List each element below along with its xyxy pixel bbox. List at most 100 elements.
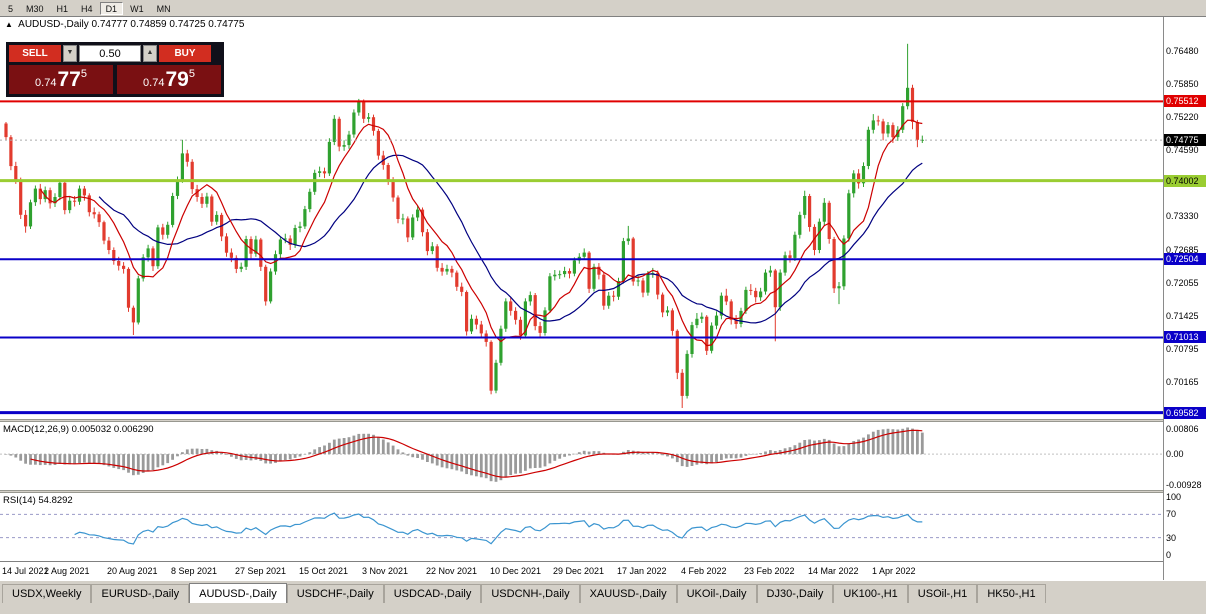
one-click-trading-panel: SELL ▼ ▲ BUY 0.74 77 5 0.74 79 5 — [6, 42, 224, 97]
date-label: 14 Jul 2021 — [2, 566, 49, 576]
date-label: 23 Feb 2022 — [744, 566, 795, 576]
date-axis[interactable]: 14 Jul 2021 2 Aug 2021 20 Aug 2021 8 Sep 20… — [0, 561, 1163, 581]
timeframe-button-m30[interactable]: M30 — [26, 3, 44, 14]
chart-symbol-title: AUDUSD-,Daily — [18, 19, 89, 30]
volume-input[interactable] — [79, 45, 141, 62]
rsi-axis-label: 30 — [1166, 533, 1177, 543]
date-label: 27 Sep 2021 — [235, 566, 287, 576]
buy-price-big: 79 — [165, 68, 189, 91]
rsi-chart-svg — [0, 512, 1163, 545]
date-label: 22 Nov 2021 — [426, 566, 478, 576]
rsi-line — [74, 512, 923, 545]
date-label: 15 Oct 2021 — [299, 566, 349, 576]
pane-separator[interactable] — [0, 490, 1206, 493]
price-axis-label: 0.72685 — [1166, 245, 1199, 255]
volume-decrease-button[interactable]: ▼ — [63, 45, 77, 62]
candles-group — [4, 43, 924, 408]
price-axis-label: 0.71425 — [1166, 311, 1199, 321]
level-price-label: 0.75512 — [1164, 95, 1206, 107]
chart-icon: ▲ — [5, 20, 13, 29]
price-axis-label: 0.70795 — [1166, 344, 1199, 354]
date-label: 4 Feb 2022 — [681, 566, 727, 576]
sell-price-big: 77 — [57, 68, 81, 91]
chart-tab-usdcad--daily[interactable]: USDCAD-,Daily — [383, 584, 482, 603]
chart-tab-usoil--h1[interactable]: USOil-,H1 — [907, 584, 978, 603]
price-axis-label: 0.73330 — [1166, 211, 1199, 221]
date-label: 1 Apr 2022 — [872, 566, 916, 576]
timeframe-button-h1[interactable]: H1 — [56, 3, 69, 14]
timeframe-toolbar: 5 M30 H1 H4 D1 W1 MN — [0, 0, 1206, 16]
macd-axis-label: 0.00806 — [1166, 424, 1199, 434]
sell-button[interactable]: SELL — [9, 45, 61, 62]
chart-tab-bar: USDX,Weekly EURUSD-,Daily AUDUSD-,Daily USD… — [0, 580, 1206, 614]
macd-label: MACD(12,26,9) 0.005032 0.006290 — [3, 424, 154, 435]
macd-axis-label: 0.00 — [1166, 449, 1184, 459]
date-label: 8 Sep 2021 — [171, 566, 218, 576]
date-label: 20 Aug 2021 — [107, 566, 158, 576]
timeframe-button-h4[interactable]: H4 — [81, 3, 93, 14]
chart-tab-usdchf--daily[interactable]: USDCHF-,Daily — [286, 584, 384, 603]
rsi-axis-label: 100 — [1166, 492, 1182, 502]
sell-price-display[interactable]: 0.74 77 5 — [9, 65, 113, 94]
date-label: 17 Jan 2022 — [617, 566, 667, 576]
ma-fast-line — [39, 119, 923, 347]
macd-chart-svg — [0, 427, 1163, 482]
timeframe-button-5[interactable]: 5 — [8, 3, 14, 14]
macd-axis-label: -0.00928 — [1166, 480, 1202, 490]
level-price-label: 0.71013 — [1164, 331, 1206, 343]
chart-tabs: USDX,Weekly EURUSD-,Daily AUDUSD-,Daily USD… — [2, 583, 1046, 603]
price-chart-svg — [0, 43, 1163, 415]
chart-ohlc-values: 0.74777 0.74859 0.74725 0.74775 — [91, 19, 245, 30]
sell-price-pip: 5 — [80, 68, 87, 80]
date-label: 2 Aug 2021 — [44, 566, 90, 576]
current-price-label: 0.74775 — [1164, 134, 1206, 146]
macd-histogram — [4, 427, 924, 482]
date-label: 29 Dec 2021 — [553, 566, 605, 576]
chart-tab-eurusd--daily[interactable]: EURUSD-,Daily — [91, 584, 190, 603]
price-pane[interactable]: ▲ AUDUSD-,Daily 0.74777 0.74859 0.74725 … — [0, 17, 1163, 419]
timeframe-button-mn[interactable]: MN — [156, 3, 171, 14]
trade-controls-row: SELL ▼ ▲ BUY — [9, 45, 221, 62]
buy-price-display[interactable]: 0.74 79 5 — [117, 65, 221, 94]
rsi-pane[interactable]: RSI(14) 54.8292 — [0, 493, 1163, 561]
chart-tab-uk100--h1[interactable]: UK100-,H1 — [833, 584, 908, 603]
sell-price-prefix: 0.74 — [35, 77, 57, 89]
trade-prices-row: 0.74 77 5 0.74 79 5 — [9, 65, 221, 94]
date-label: 14 Mar 2022 — [808, 566, 859, 576]
timeframe-button-d1[interactable]: D1 — [99, 1, 124, 15]
level-price-label: 0.74002 — [1164, 175, 1206, 187]
date-label: 3 Nov 2021 — [362, 566, 409, 576]
date-label: 10 Dec 2021 — [490, 566, 542, 576]
chart-tab-usdx-weekly[interactable]: USDX,Weekly — [2, 584, 92, 603]
buy-price-prefix: 0.74 — [143, 77, 165, 89]
level-price-label: 0.69582 — [1164, 407, 1206, 419]
price-axis[interactable]: 0.76480 0.75850 0.75220 0.74590 0.73330 0.726… — [1163, 17, 1206, 581]
chart-tab-dj30--daily[interactable]: DJ30-,Daily — [756, 584, 834, 603]
chart-header: ▲ AUDUSD-,Daily 0.74777 0.74859 0.74725 … — [5, 19, 244, 30]
price-axis-label: 0.70165 — [1166, 377, 1199, 387]
chart-tab-usdcnh--daily[interactable]: USDCNH-,Daily — [481, 584, 580, 603]
pane-separator[interactable] — [0, 419, 1206, 422]
chart-tab-xauusd--daily[interactable]: XAUUSD-,Daily — [579, 584, 677, 603]
price-axis-label: 0.72055 — [1166, 278, 1199, 288]
macd-signal-line — [30, 429, 923, 478]
chart-window[interactable]: ▲ AUDUSD-,Daily 0.74777 0.74859 0.74725 … — [0, 16, 1206, 581]
level-price-label: 0.72504 — [1164, 253, 1206, 265]
price-axis-label: 0.75850 — [1166, 79, 1199, 89]
buy-price-pip: 5 — [188, 68, 195, 80]
rsi-axis-label: 0 — [1166, 550, 1172, 560]
buy-button[interactable]: BUY — [159, 45, 211, 62]
chart-tab-ukoil--daily[interactable]: UKOil-,Daily — [676, 584, 757, 603]
price-axis-label: 0.76480 — [1166, 46, 1199, 56]
rsi-axis-label: 70 — [1166, 509, 1177, 519]
ma-slow-line — [98, 154, 923, 324]
macd-pane[interactable]: MACD(12,26,9) 0.005032 0.006290 — [0, 422, 1163, 490]
chart-tab-hk50--h1[interactable]: HK50-,H1 — [977, 584, 1046, 603]
timeframe-button-w1[interactable]: W1 — [130, 3, 144, 14]
rsi-label: RSI(14) 54.8292 — [3, 495, 73, 506]
chart-tab-audusd--daily[interactable]: AUDUSD-,Daily — [189, 583, 287, 603]
price-axis-label: 0.74590 — [1166, 145, 1199, 155]
volume-increase-button[interactable]: ▲ — [143, 45, 157, 62]
price-axis-label: 0.75220 — [1166, 112, 1199, 122]
